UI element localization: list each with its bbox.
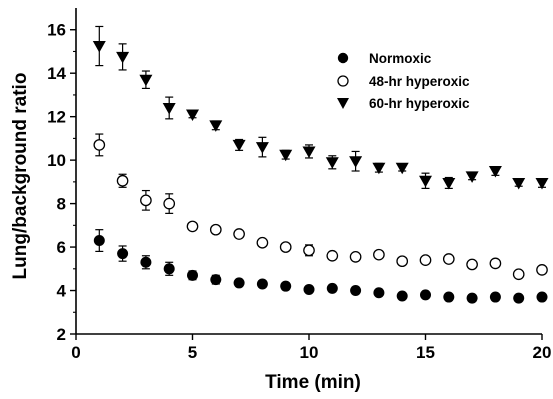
data-point-48hr-hyperoxic [489,257,502,270]
data-point-60hr-hyperoxic [232,139,246,152]
data-point-48hr-hyperoxic [419,254,432,266]
legend-marker-normoxic [337,52,349,64]
data-point-48hr-hyperoxic [536,264,548,276]
data-point-48hr-hyperoxic [349,250,362,263]
data-point-48hr-hyperoxic [93,139,106,151]
data-point-48hr-hyperoxic [279,241,292,253]
data-point-60hr-hyperoxic [512,177,526,190]
legend-label-48hr: 48-hr hyperoxic [369,74,470,89]
data-point-60hr-hyperoxic [442,177,456,190]
legend-label-60hr: 60-hr hyperoxic [369,96,470,111]
x-tick-label: 5 [188,343,197,362]
y-tick-label: 2 [57,325,66,344]
legend-item-60hr: 60-hr hyperoxic [337,96,470,111]
data-point-48hr-hyperoxic [442,253,455,265]
data-point-48hr-hyperoxic [396,255,409,268]
y-axis-title: Lung/background ratio [10,73,31,280]
data-point-60hr-hyperoxic [255,142,269,154]
data-point-60hr-hyperoxic [162,102,176,115]
data-point-48hr-hyperoxic [140,194,152,207]
data-point-normoxic [303,283,315,295]
y-tick-label: 14 [47,64,66,83]
data-point-normoxic [163,263,175,275]
y-tick-label: 16 [47,21,66,40]
data-point-normoxic [466,292,478,304]
data-point-normoxic [536,291,548,303]
data-point-60hr-hyperoxic [325,157,339,169]
data-point-normoxic [350,285,362,297]
data-point-60hr-hyperoxic [395,162,409,175]
data-point-48hr-hyperoxic [186,220,199,233]
x-axis-title: Time (min) [265,372,361,393]
data-point-normoxic [280,280,292,292]
legend-item-normoxic: Normoxic [337,51,432,66]
legend-item-48hr: 48-hr hyperoxic [337,74,470,89]
y-tick-label: 8 [57,195,66,214]
data-point-48hr-hyperoxic [163,197,176,210]
data-point-normoxic [140,256,152,268]
x-tick-label: 20 [533,343,552,362]
data-point-48hr-hyperoxic [116,174,129,187]
data-point-normoxic [93,235,105,247]
legend-label-normoxic: Normoxic [369,51,432,66]
y-tick-label: 6 [57,238,66,257]
data-point-60hr-hyperoxic [372,162,386,175]
data-point-60hr-hyperoxic [349,156,363,168]
legend: Normoxic 48-hr hyperoxic 60-hr hyperoxic [328,40,534,120]
data-point-48hr-hyperoxic [209,223,222,236]
data-point-48hr-hyperoxic [326,249,339,262]
data-point-60hr-hyperoxic [186,109,199,121]
data-point-normoxic [489,291,501,303]
data-point-60hr-hyperoxic [535,177,549,190]
data-point-normoxic [187,269,198,281]
data-point-60hr-hyperoxic [209,120,223,132]
y-tick-label: 10 [47,151,66,170]
data-point-48hr-hyperoxic [233,228,245,240]
data-point-normoxic [256,278,268,290]
data-point-normoxic [373,287,385,299]
tick-labels: 0 5 10 15 20 2 4 6 8 10 12 14 16 [47,21,551,362]
data-point-normoxic [117,248,129,260]
data-point-normoxic [210,274,222,286]
data-point-60hr-hyperoxic [488,166,502,178]
x-tick-label: 10 [300,343,319,362]
data-point-48hr-hyperoxic [256,236,269,249]
data-point-48hr-hyperoxic [466,258,478,271]
legend-marker-60hr [337,98,349,109]
data-point-60hr-hyperoxic [302,146,316,158]
axis-ticks [70,29,543,340]
data-point-60hr-hyperoxic [465,171,479,183]
data-point-60hr-hyperoxic [92,41,106,53]
data-point-48hr-hyperoxic [303,244,315,257]
legend-marker-48hr [337,75,349,87]
data-point-normoxic [443,291,455,303]
data-point-normoxic [326,282,338,294]
data-point-48hr-hyperoxic [512,268,525,281]
x-tick-label: 0 [71,343,80,362]
x-tick-label: 15 [416,343,435,362]
y-tick-label: 12 [47,108,66,127]
data-point-normoxic [233,277,245,289]
y-tick-label: 4 [57,282,67,301]
data-point-normoxic [513,292,525,304]
data-point-60hr-hyperoxic [139,74,153,87]
data-point-48hr-hyperoxic [373,248,385,261]
data-point-normoxic [420,289,431,301]
data-markers [92,41,549,304]
data-point-60hr-hyperoxic [116,51,130,64]
legend-box [328,40,534,120]
data-point-normoxic [396,290,408,302]
data-point-60hr-hyperoxic [279,149,293,162]
data-point-60hr-hyperoxic [419,175,432,188]
